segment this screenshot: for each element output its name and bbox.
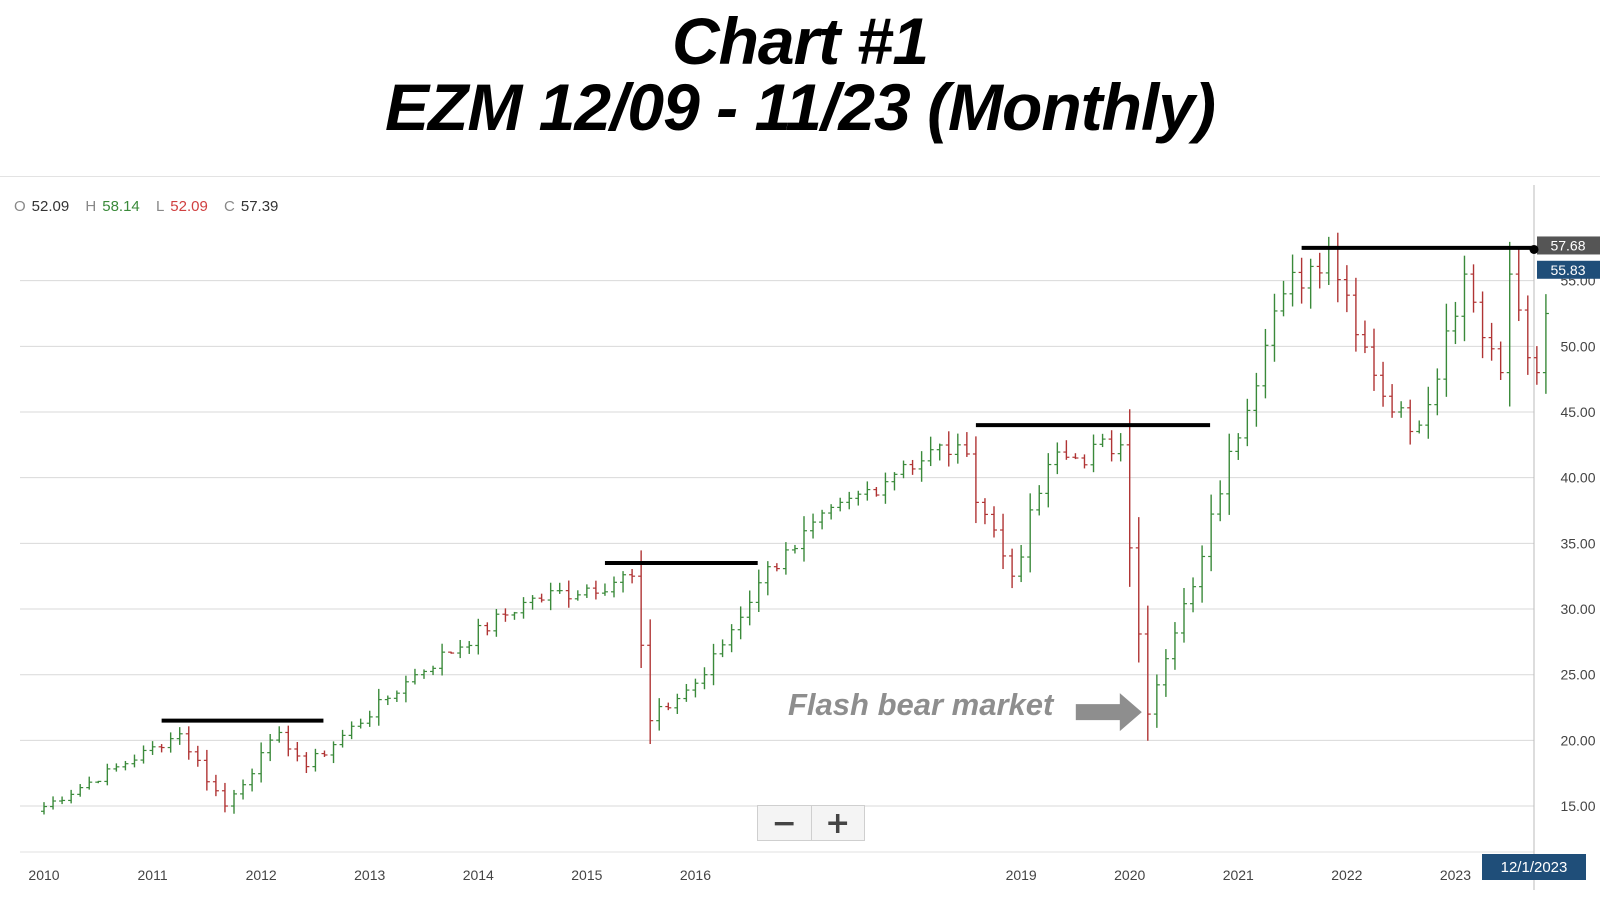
high-label: H	[85, 198, 97, 215]
zoom-out-button[interactable]: −	[771, 805, 797, 841]
x-tick-label: 2011	[138, 867, 168, 883]
title-divider	[0, 176, 1600, 177]
price-tag-label: 55.83	[1550, 262, 1585, 278]
high-value: 58.14	[102, 198, 140, 215]
open-label: O	[14, 198, 26, 215]
chart-title: Chart #1 EZM 12/09 - 11/23 (Monthly)	[0, 8, 1600, 140]
close-value: 57.39	[240, 198, 279, 215]
x-tick-label: 2016	[680, 867, 711, 883]
price-tag-box	[1537, 236, 1600, 255]
x-tick-label: 2023	[1440, 867, 1471, 883]
annotation-arrow-icon	[1075, 693, 1142, 732]
price-tag-box	[1537, 260, 1600, 279]
low-value: 52.09	[170, 198, 208, 215]
open-value: 52.09	[31, 198, 70, 215]
x-tick-label: 2015	[571, 867, 602, 883]
title-line-2: EZM 12/09 - 11/23 (Monthly)	[385, 70, 1216, 144]
low-label: L	[155, 198, 165, 215]
y-tick-label: 35.00	[1560, 535, 1595, 551]
y-tick-label: 50.00	[1560, 338, 1595, 354]
zoom-controls: − +	[757, 805, 865, 841]
title-line-1: Chart #1	[671, 4, 929, 78]
y-tick-label: 15.00	[1560, 798, 1595, 814]
x-tick-label: 2019	[1006, 867, 1037, 883]
x-tick-label: 2013	[354, 867, 385, 883]
close-label: C	[224, 198, 235, 215]
ohlc-readout: O 52.09 H 58.14 L 52.09 C 57.39	[14, 198, 282, 215]
price-tag-label: 57.68	[1550, 237, 1585, 253]
crosshair-date-badge: 12/1/2023	[1482, 854, 1586, 880]
x-tick-label: 2012	[246, 867, 277, 883]
x-tick-label: 2014	[463, 867, 494, 883]
flash-bear-market-annotation: Flash bear market	[788, 687, 1054, 722]
y-tick-label: 45.00	[1560, 404, 1595, 420]
last-price-dot-icon	[1529, 244, 1539, 254]
zoom-in-button[interactable]: +	[810, 806, 865, 841]
x-tick-label: 2021	[1223, 867, 1254, 883]
y-tick-label: 20.00	[1560, 732, 1595, 748]
y-tick-label: 40.00	[1560, 470, 1595, 486]
x-tick-label: 2010	[28, 867, 59, 883]
x-tick-label: 2020	[1114, 867, 1145, 883]
x-tick-label: 2022	[1331, 867, 1362, 883]
y-tick-label: 30.00	[1560, 601, 1595, 617]
y-tick-label: 25.00	[1560, 667, 1595, 683]
